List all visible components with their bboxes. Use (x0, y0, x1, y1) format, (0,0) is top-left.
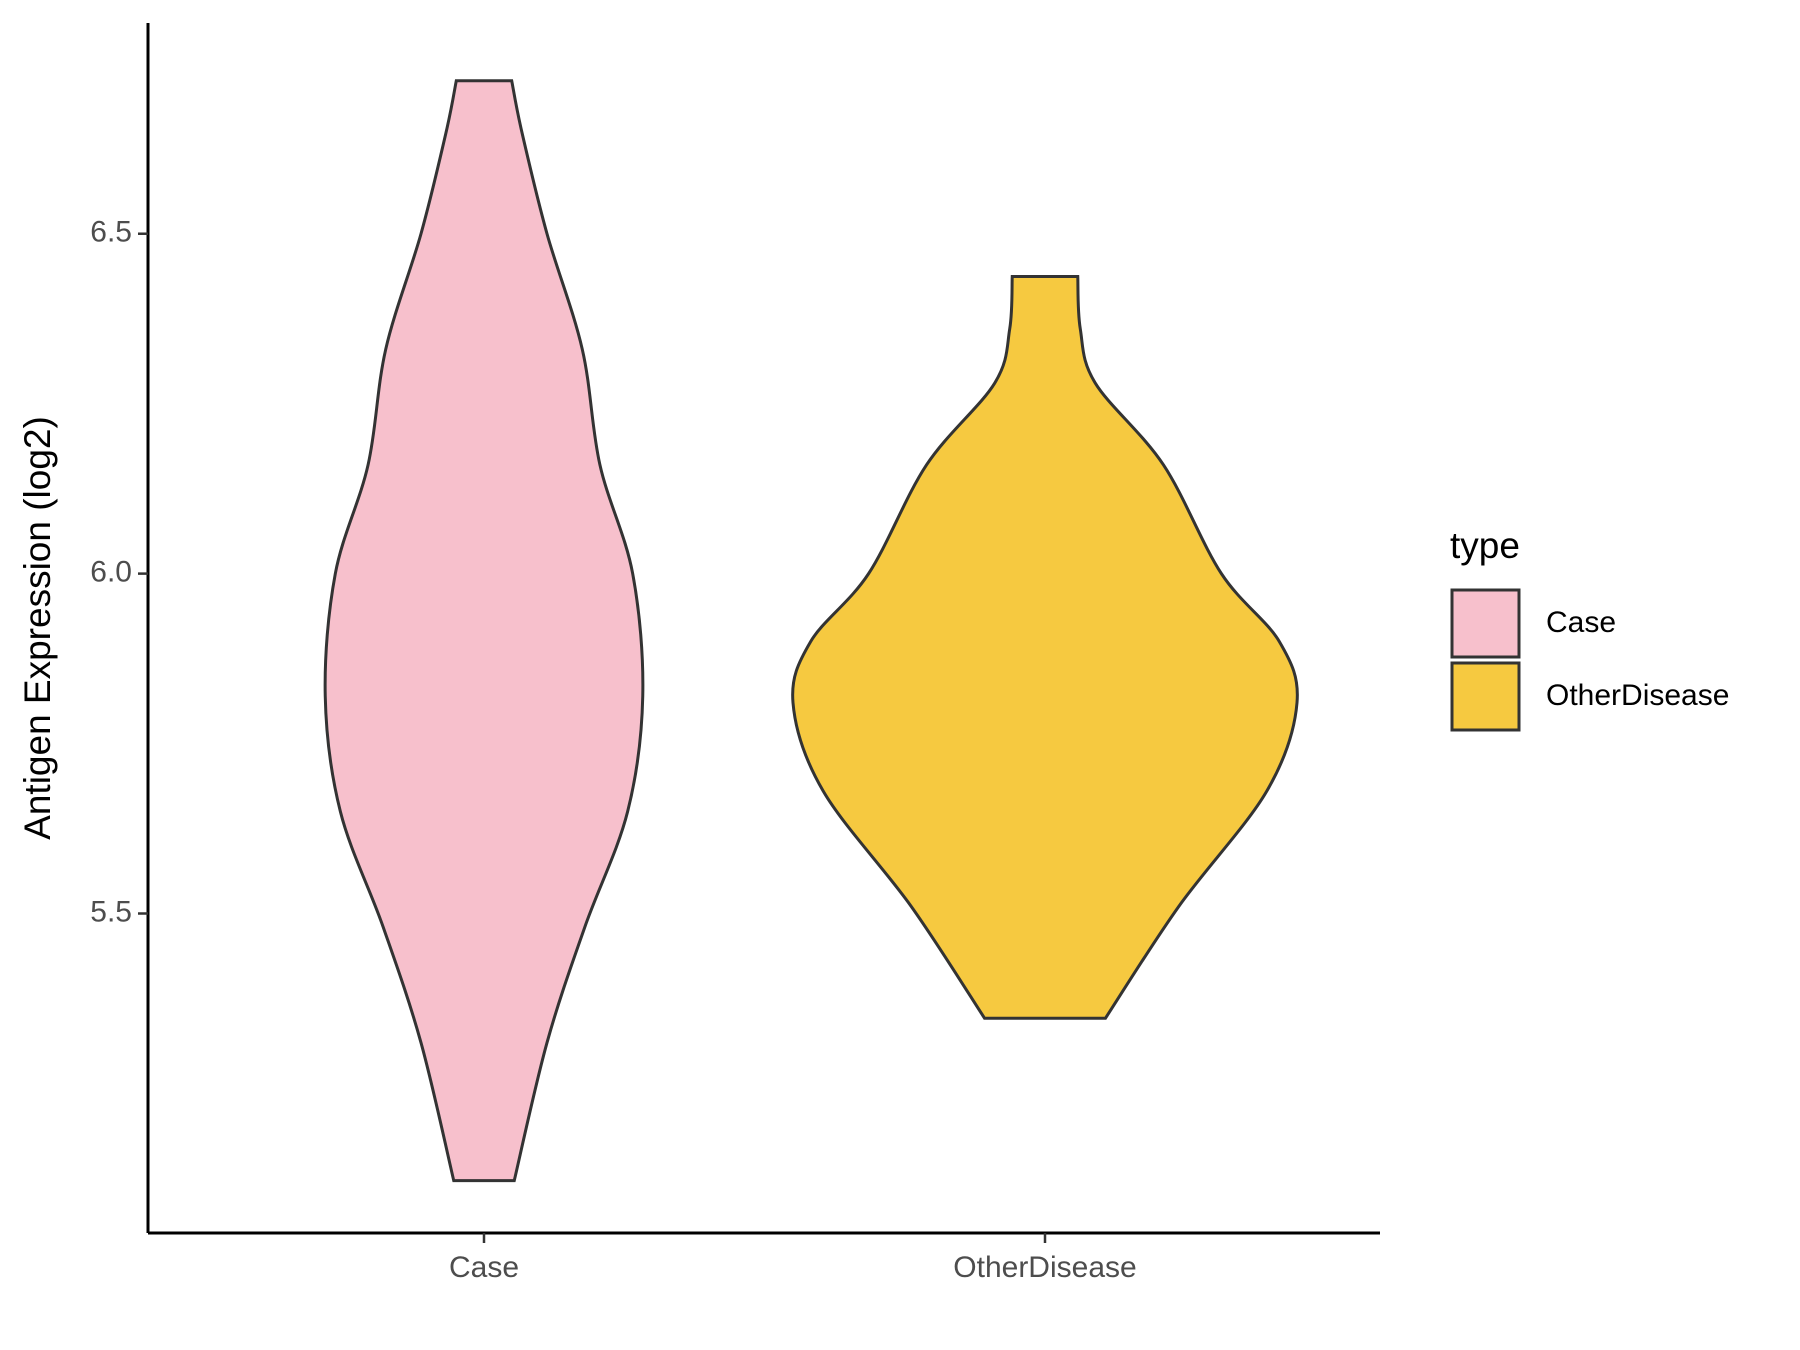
violin (323, 79, 645, 1183)
legend-swatch (1450, 661, 1521, 732)
y-tick-label: 6.5 (90, 216, 132, 249)
y-axis-title: Antigen Expression (log2) (17, 416, 58, 840)
violin (791, 275, 1299, 1020)
legend-label: OtherDisease (1546, 679, 1729, 712)
y-tick-label: 6.0 (90, 556, 132, 589)
x-tick-label: Case (449, 1251, 519, 1284)
legend-title: type (1450, 525, 1520, 566)
x-tick-label: OtherDisease (953, 1251, 1136, 1284)
legend-label: Case (1546, 606, 1616, 639)
legend-swatch (1450, 588, 1521, 659)
y-tick-label: 5.5 (90, 895, 132, 928)
